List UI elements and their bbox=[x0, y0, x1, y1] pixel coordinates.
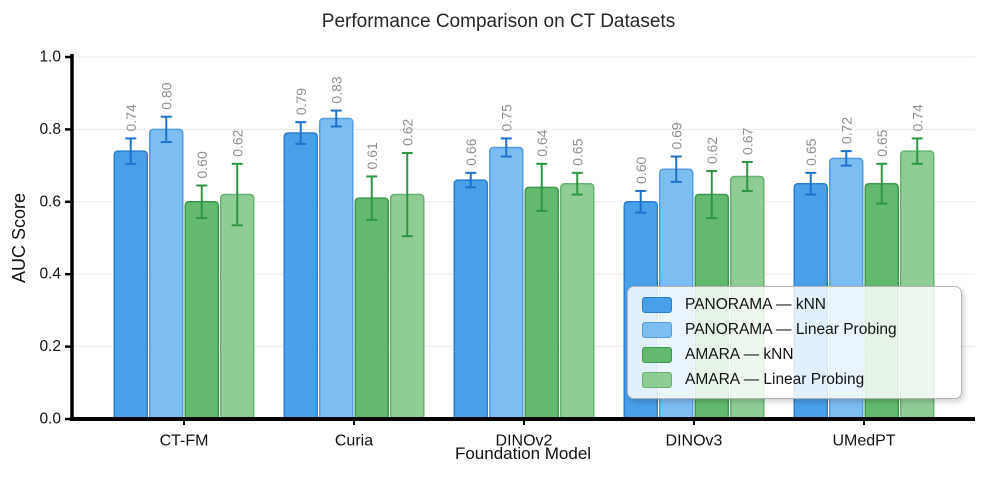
value-label: 0.62 bbox=[229, 129, 245, 156]
bar bbox=[524, 186, 559, 420]
legend-label: AMARA — Linear Probing bbox=[685, 370, 865, 388]
legend-swatch bbox=[642, 371, 672, 388]
legend-item: AMARA — kNN bbox=[628, 346, 961, 364]
legend-label: PANORAMA — Linear Probing bbox=[685, 321, 897, 339]
value-label: 0.79 bbox=[293, 88, 309, 115]
bar bbox=[453, 179, 488, 420]
legend-item: AMARA — Linear Probing bbox=[628, 371, 961, 389]
y-tick-label: 0.6 bbox=[39, 193, 61, 210]
bar bbox=[390, 193, 425, 420]
chart-title: Performance Comparison on CT Datasets bbox=[321, 11, 676, 32]
value-label: 0.64 bbox=[534, 129, 550, 156]
bar bbox=[560, 182, 595, 420]
y-tick-label: 0.0 bbox=[39, 411, 61, 428]
value-label: 0.60 bbox=[194, 151, 210, 178]
bar bbox=[319, 117, 354, 420]
value-label: 0.75 bbox=[498, 104, 514, 131]
bar bbox=[113, 150, 148, 420]
x-tick-label: UMedPT bbox=[832, 432, 895, 449]
legend-item: PANORAMA — kNN bbox=[628, 296, 961, 314]
value-label: 0.72 bbox=[838, 117, 854, 144]
value-label: 0.62 bbox=[704, 137, 720, 164]
legend-swatch bbox=[642, 297, 672, 314]
x-axis-label: Foundation Model bbox=[455, 444, 591, 463]
value-label: 0.69 bbox=[668, 122, 684, 149]
legend-item: PANORAMA — Linear Probing bbox=[628, 321, 961, 339]
value-label: 0.67 bbox=[739, 128, 755, 155]
y-tick-label: 1.0 bbox=[39, 49, 61, 66]
bar bbox=[489, 146, 524, 420]
y-tick-label: 0.4 bbox=[39, 266, 61, 283]
value-label: 0.60 bbox=[633, 156, 649, 183]
x-tick-label: DINOv2 bbox=[496, 432, 553, 449]
value-label: 0.65 bbox=[874, 129, 890, 156]
value-label: 0.62 bbox=[399, 118, 415, 145]
legend: PANORAMA — kNN PANORAMA — Linear Probing… bbox=[627, 286, 962, 399]
value-label: 0.74 bbox=[123, 104, 139, 131]
x-tick-label: Curia bbox=[335, 432, 373, 449]
legend-label: AMARA — kNN bbox=[685, 345, 794, 363]
x-tick-label: DINOv3 bbox=[666, 432, 723, 449]
legend-swatch bbox=[642, 346, 672, 363]
bar bbox=[184, 201, 219, 420]
value-label: 0.80 bbox=[158, 82, 174, 109]
bar bbox=[149, 128, 184, 420]
y-tick-label: 0.8 bbox=[39, 121, 61, 138]
value-label: 0.65 bbox=[803, 138, 819, 165]
value-label: 0.83 bbox=[328, 76, 344, 103]
value-label: 0.65 bbox=[569, 138, 585, 165]
y-axis-label: AUC Score bbox=[9, 193, 29, 283]
x-tick-label: CT-FM bbox=[160, 432, 209, 449]
bar bbox=[220, 193, 255, 420]
legend-swatch bbox=[642, 322, 672, 339]
y-tick-label: 0.2 bbox=[39, 338, 61, 355]
value-label: 0.66 bbox=[463, 138, 479, 165]
value-label: 0.61 bbox=[364, 142, 380, 169]
bar bbox=[283, 132, 318, 420]
bar bbox=[354, 197, 389, 420]
value-label: 0.74 bbox=[909, 104, 925, 131]
legend-label: PANORAMA — kNN bbox=[685, 296, 826, 314]
